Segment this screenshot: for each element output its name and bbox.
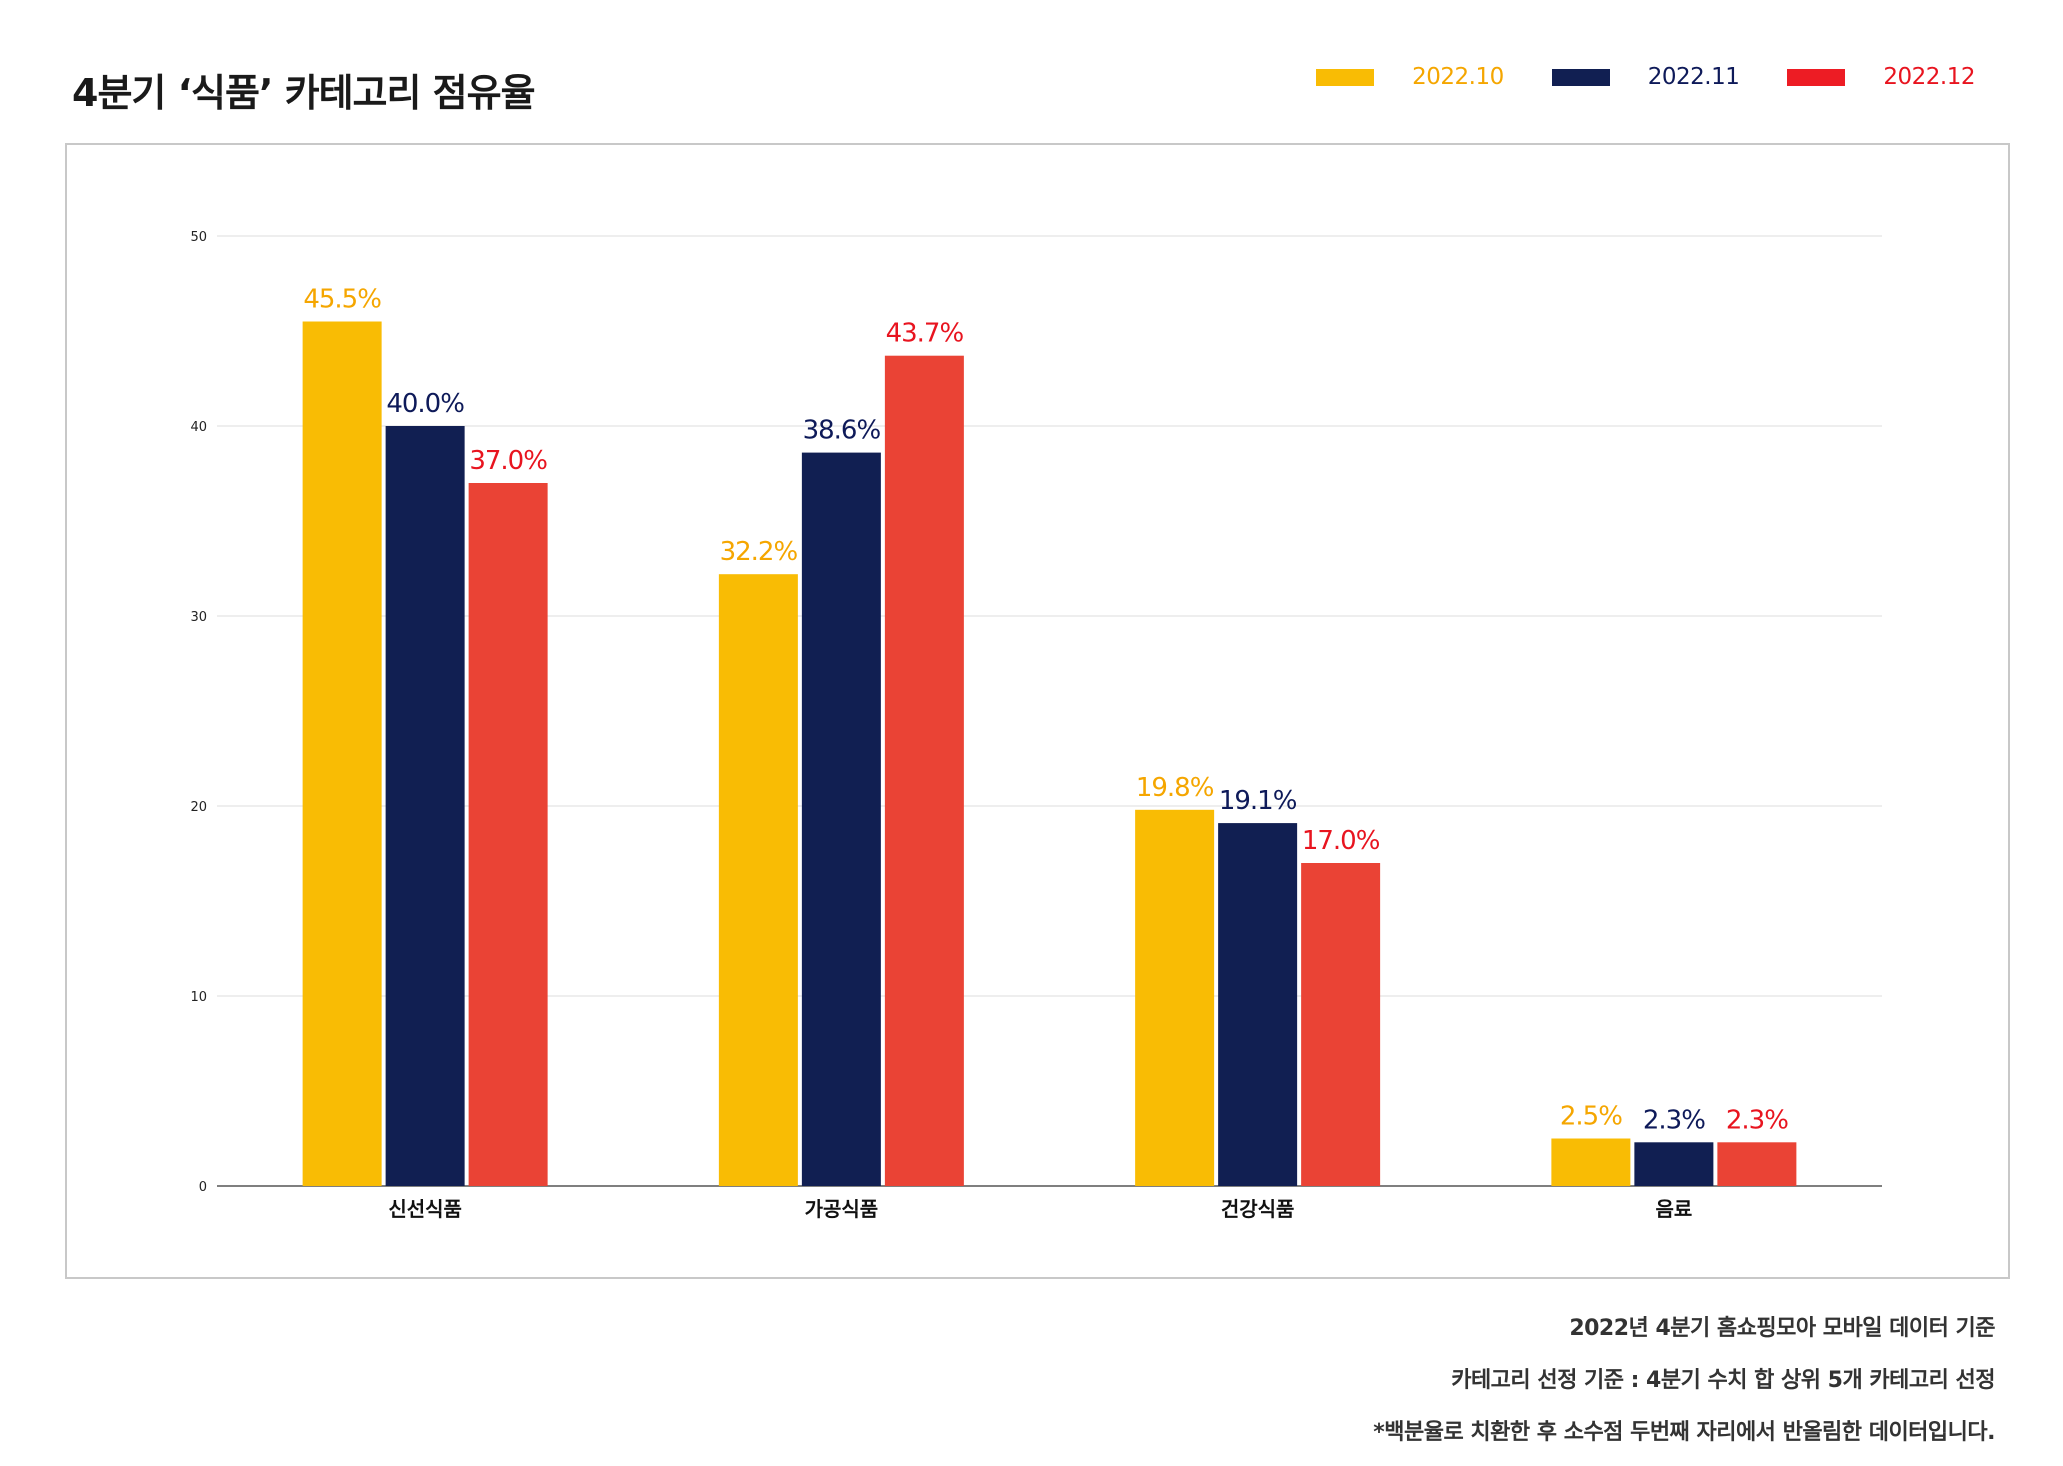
legend-swatch bbox=[1551, 68, 1610, 86]
note-rounding: *백분율로 치환한 후 소수점 두번째 자리에서 반올림한 데이터입니다. bbox=[1373, 1420, 1995, 1445]
bar bbox=[468, 483, 548, 1186]
legend-label: 2022.10 bbox=[1412, 64, 1504, 90]
legend-label: 2022.12 bbox=[1883, 64, 1975, 90]
data-label: 17.0% bbox=[1302, 826, 1380, 856]
bar bbox=[1634, 1142, 1714, 1186]
data-label: 43.7% bbox=[886, 319, 964, 349]
bar bbox=[1301, 863, 1381, 1186]
legend-swatch bbox=[1316, 68, 1375, 86]
bar-chart: 0 10 20 30 40 50 45.5% 40.0%37.0% 신선식품 32.2% 38.6%… bbox=[190, 230, 1882, 1221]
bar bbox=[1717, 1142, 1797, 1186]
data-label: 45.5% bbox=[303, 285, 381, 315]
y-tick-label: 50 bbox=[190, 230, 207, 245]
bar bbox=[1551, 1138, 1631, 1186]
x-tick-label: 음료 bbox=[1655, 1197, 1692, 1221]
data-label: 32.2% bbox=[720, 537, 798, 567]
y-tick-label: 40 bbox=[190, 420, 207, 435]
data-label: 2.3% bbox=[1726, 1105, 1788, 1135]
bar bbox=[1135, 809, 1215, 1186]
note-data-source: 2022년 4분기 홈쇼핑모아 모바일 데이터 기준 bbox=[1569, 1316, 1995, 1341]
legend-item-2022-10: 2022.10 bbox=[1316, 64, 1504, 90]
bar bbox=[385, 426, 465, 1186]
x-tick-label: 신선식품 bbox=[388, 1197, 462, 1221]
legend-item-2022-11: 2022.11 bbox=[1551, 64, 1740, 90]
data-label: 37.0% bbox=[469, 446, 547, 476]
bar bbox=[1218, 823, 1298, 1186]
y-tick-label: 10 bbox=[190, 990, 207, 1005]
data-label: 38.6% bbox=[803, 416, 881, 446]
x-tick-label: 건강식품 bbox=[1221, 1197, 1295, 1221]
bar bbox=[884, 355, 964, 1186]
data-label: 2.5% bbox=[1560, 1102, 1622, 1132]
legend-swatch bbox=[1787, 68, 1846, 86]
chart-title: 4분기 ‘식품’ 카테고리 점유율 bbox=[72, 71, 536, 115]
legend-label: 2022.11 bbox=[1647, 64, 1740, 90]
bar bbox=[801, 452, 881, 1187]
bar bbox=[302, 321, 382, 1186]
data-label: 19.1% bbox=[1219, 786, 1297, 816]
legend: 2022.10 2022.11 2022.12 bbox=[1268, 64, 1975, 90]
data-label: 19.8% bbox=[1136, 773, 1214, 803]
data-label: 40.0% bbox=[386, 389, 464, 419]
data-label: 2.3% bbox=[1643, 1105, 1705, 1135]
bar bbox=[718, 574, 798, 1186]
legend-item-2022-12: 2022.12 bbox=[1787, 64, 1975, 90]
y-tick-label: 20 bbox=[190, 800, 207, 815]
y-tick-label: 30 bbox=[190, 610, 207, 625]
note-selection-criteria: 카테고리 선정 기준 : 4분기 수치 합 상위 5개 카테고리 선정 bbox=[1451, 1368, 1995, 1393]
chart-frame: 0 10 20 30 40 50 45.5% 40.0% 37.0% 신선식품 32.2% 38.6%… bbox=[65, 143, 2010, 1279]
x-tick-label: 가공식품 bbox=[805, 1197, 879, 1221]
notes: 2022년 4분기 홈쇼핑모아 모바일 데이터 기준 카테고리 선정 기준 : … bbox=[1373, 1310, 1995, 1466]
y-tick-label: 0 bbox=[199, 1180, 207, 1195]
